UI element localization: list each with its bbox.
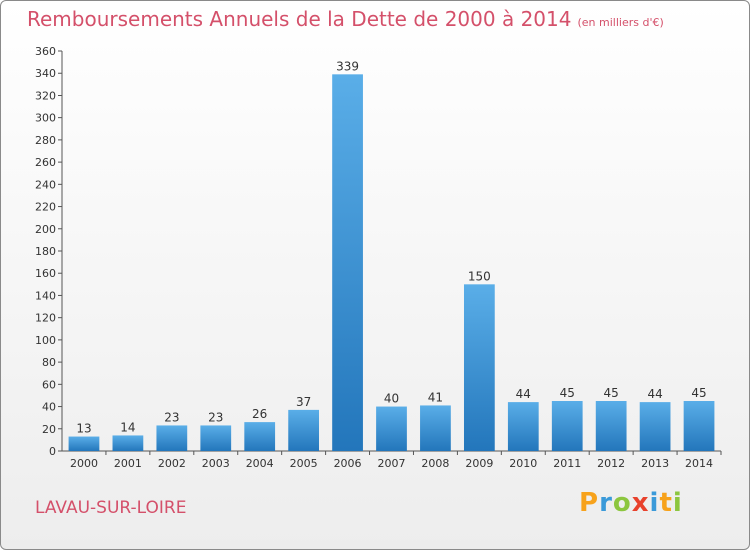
y-tick-label: 340 bbox=[35, 67, 56, 80]
bar-2007 bbox=[376, 406, 407, 451]
bar-2004 bbox=[244, 422, 276, 451]
value-labels: 13 14 23 23 26 37 339 40 41 150 44 45 45 44 45 bbox=[76, 59, 706, 435]
y-tick-label: 100 bbox=[35, 334, 56, 347]
chart-title-text: Remboursements Annuels de la Dette de 20… bbox=[27, 7, 572, 31]
y-tick-label: 120 bbox=[35, 312, 56, 325]
value-label-2010: 44 bbox=[516, 387, 531, 401]
x-tick-label-2007: 2007 bbox=[378, 457, 406, 470]
x-tick-label-2006: 2006 bbox=[334, 457, 362, 470]
logo-letter: t bbox=[659, 488, 673, 518]
bar-2001 bbox=[112, 435, 144, 451]
proxiti-logo: Proxiti bbox=[579, 488, 683, 518]
value-label-2008: 41 bbox=[428, 390, 443, 404]
x-tick-label-2011: 2011 bbox=[553, 457, 581, 470]
value-label-2007: 40 bbox=[384, 392, 399, 406]
bar-2013 bbox=[639, 402, 671, 451]
x-tick-label-2013: 2013 bbox=[641, 457, 669, 470]
y-tick-label: 20 bbox=[42, 423, 56, 436]
y-tick-label: 180 bbox=[35, 245, 56, 258]
x-tick-label-2002: 2002 bbox=[158, 457, 186, 470]
x-tick-label-2001: 2001 bbox=[114, 457, 142, 470]
value-label-2012: 45 bbox=[604, 386, 619, 400]
x-tick-label-2009: 2009 bbox=[465, 457, 493, 470]
axes: 0 20 40 60 80 100 120 140 160 180 200 220 240 260 280 3… bbox=[35, 45, 722, 470]
y-tick-label: 360 bbox=[35, 45, 56, 58]
y-tick-label: 280 bbox=[35, 134, 56, 147]
bar-2000 bbox=[68, 436, 100, 451]
bars bbox=[68, 74, 715, 451]
value-label-2013: 44 bbox=[647, 387, 662, 401]
y-tick-label: 260 bbox=[35, 156, 56, 169]
chart-title: Remboursements Annuels de la Dette de 20… bbox=[27, 7, 664, 31]
bar-2002 bbox=[156, 425, 188, 451]
bar-2012 bbox=[595, 401, 627, 451]
value-label-2011: 45 bbox=[560, 386, 575, 400]
x-tick-label-2000: 2000 bbox=[70, 457, 98, 470]
value-label-2006: 339 bbox=[336, 59, 359, 73]
x-tick-label-2003: 2003 bbox=[202, 457, 230, 470]
y-tick-label: 200 bbox=[35, 223, 56, 236]
chart-unit: (en milliers d'€) bbox=[577, 16, 664, 29]
logo-letter: P bbox=[579, 488, 600, 518]
y-tick-label: 140 bbox=[35, 289, 56, 302]
value-label-2009: 150 bbox=[468, 269, 491, 283]
value-label-2000: 13 bbox=[76, 422, 91, 436]
value-label-2001: 14 bbox=[120, 420, 135, 434]
value-label-2003: 23 bbox=[208, 410, 223, 424]
bar-2008 bbox=[420, 405, 451, 451]
y-tick-label: 160 bbox=[35, 267, 56, 280]
y-tick-label: 300 bbox=[35, 112, 56, 125]
value-label-2005: 37 bbox=[296, 395, 311, 409]
logo-letter: r bbox=[599, 488, 613, 518]
x-tick-label-2012: 2012 bbox=[597, 457, 625, 470]
value-label-2002: 23 bbox=[164, 410, 179, 424]
x-tick-label-2010: 2010 bbox=[509, 457, 537, 470]
y-tick-label: 60 bbox=[42, 378, 56, 391]
bar-2006 bbox=[332, 74, 363, 451]
logo-letter: o bbox=[612, 488, 632, 518]
logo-letter: x bbox=[631, 488, 650, 518]
bar-2009 bbox=[463, 284, 495, 451]
y-tick-label: 240 bbox=[35, 178, 56, 191]
commune-name: LAVAU-SUR-LOIRE bbox=[35, 498, 187, 518]
y-tick-label: 0 bbox=[49, 445, 56, 458]
y-tick-label: 40 bbox=[42, 401, 56, 414]
y-tick-label: 80 bbox=[42, 356, 56, 369]
bar-2005 bbox=[288, 409, 320, 451]
value-label-2004: 26 bbox=[252, 407, 267, 421]
value-label-2014: 45 bbox=[691, 386, 706, 400]
bar-2014 bbox=[683, 401, 715, 451]
logo-letter: i bbox=[649, 488, 660, 518]
x-tick-label-2014: 2014 bbox=[685, 457, 713, 470]
bar-2010 bbox=[507, 402, 539, 451]
bar-2003 bbox=[200, 425, 232, 451]
y-tick-label: 220 bbox=[35, 201, 56, 214]
x-tick-label-2008: 2008 bbox=[421, 457, 449, 470]
x-tick-label-2004: 2004 bbox=[246, 457, 274, 470]
x-tick-label-2005: 2005 bbox=[290, 457, 318, 470]
logo-letter: i bbox=[672, 488, 683, 518]
y-tick-label: 320 bbox=[35, 89, 56, 102]
bar-2011 bbox=[551, 401, 583, 451]
